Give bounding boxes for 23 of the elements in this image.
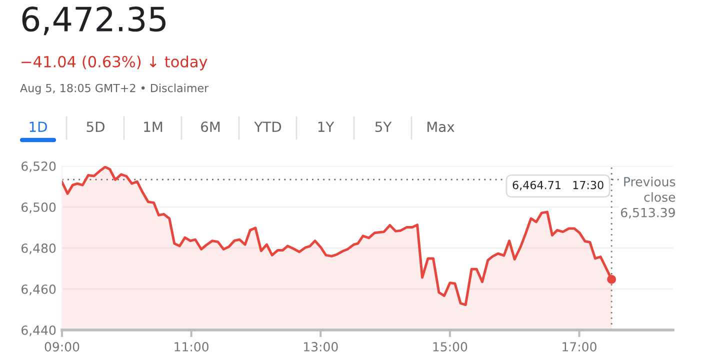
x-tick-label: 09:00	[44, 342, 80, 352]
ref-line-label: Previous close 6,513.39	[620, 176, 676, 219]
y-tick-label: 6,460	[22, 284, 56, 296]
text: 1D	[30, 122, 47, 132]
x-tick-label: 15:00	[433, 342, 468, 352]
chart-title: 6,472.35	[22, 6, 166, 36]
x-tick-label: 17:00	[562, 342, 596, 352]
x-tick-label: 13:00	[304, 342, 338, 352]
text: 1Y	[318, 122, 334, 132]
text: Max	[428, 122, 454, 132]
x-tick-label: 11:00	[174, 342, 208, 352]
y-tick-label: 6,520	[22, 161, 56, 172]
y-tick-label: 6,440	[22, 325, 56, 336]
text: 5Y	[375, 122, 392, 132]
text: 5D	[86, 122, 104, 132]
chart-subtitle: −41.04 (0.63%) ↓ today	[22, 56, 208, 70]
y-tick-label: 6,480	[22, 243, 56, 254]
text: 1M	[144, 122, 162, 132]
annotation: 6,464.71 17:30	[512, 180, 604, 190]
text: Aug 5, 18:05 GMT+2 • Disclaimer	[20, 84, 209, 94]
text: YTD	[254, 122, 282, 132]
text: 6M	[201, 122, 220, 132]
y-tick-label: 6,500	[22, 202, 56, 214]
